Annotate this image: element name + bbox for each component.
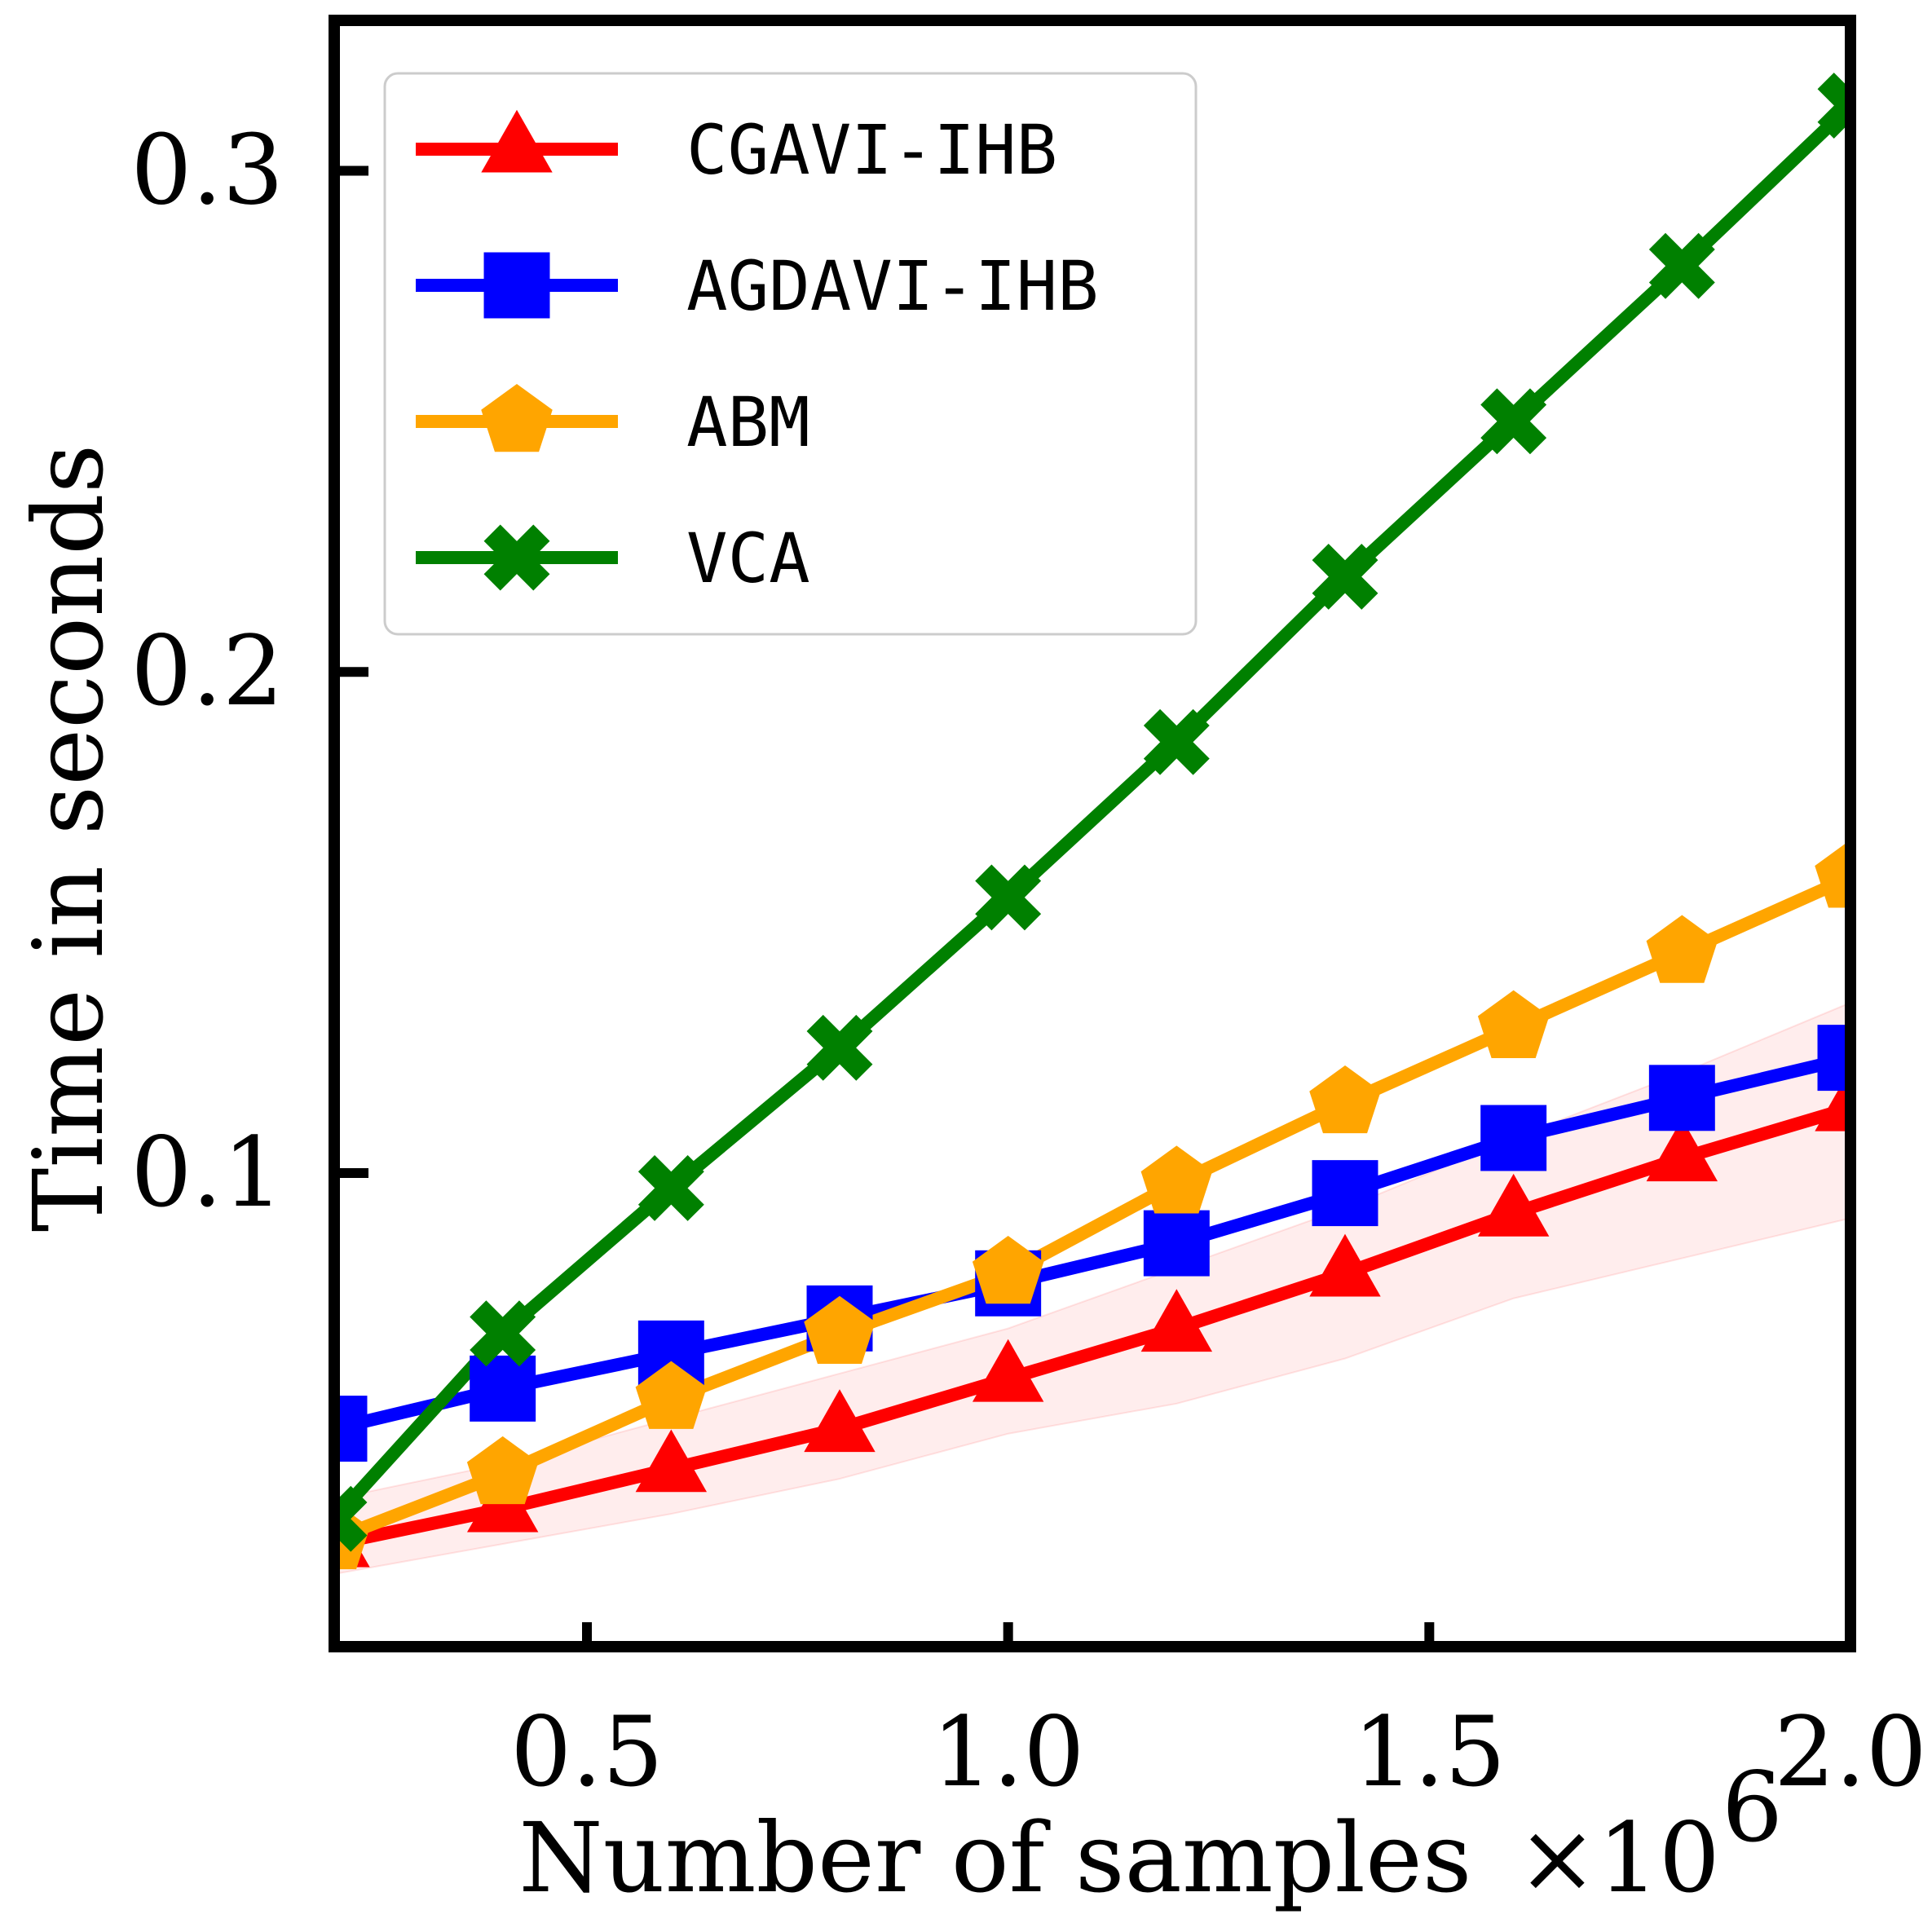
y-tick-label: 0.1 [130,1116,284,1228]
x-axis-ticks: 0.5 1.0 1.5 2.0 [510,1622,1927,1808]
x-axis-exponent: 6 [1722,1751,1783,1864]
legend: CGAVI-IHB AGDAVI-IHB ABM VCA [383,72,1198,636]
line-vca [334,99,1850,1526]
point-cgavi-ihb [1309,1233,1381,1297]
x-tick-label: 1.5 [1352,1696,1506,1808]
legend-marker [481,384,553,452]
point-abm [466,1436,539,1505]
band-cgavi-ihb [334,1001,1850,1575]
point-agdavi-ihb [1312,1160,1378,1227]
y-tick-label: 0.2 [130,615,284,727]
point-agdavi-ihb [1480,1105,1547,1171]
legend-item-agdavi-ihb: AGDAVI-IHB [416,246,1099,326]
point-abm [1646,915,1718,983]
point-vca [1312,543,1378,610]
point-vca [806,1014,873,1081]
point-vca [1480,388,1547,455]
legend-item-vca: VCA [416,518,810,598]
legend-item-cgavi-ihb: CGAVI-IHB [416,109,1057,190]
legend-box [383,72,1198,636]
point-abm [1309,1065,1381,1134]
legend-marker [481,109,553,173]
y-axis-title: Time in seconds [12,444,125,1233]
legend-marker [483,252,550,319]
point-abm [1477,990,1550,1058]
x-axis-multiplier: ×10 [1517,1802,1720,1914]
x-tick-label: 2.0 [1774,1696,1927,1808]
point-abm [1140,1145,1213,1214]
point-vca [1648,232,1715,299]
confidence-bands [334,1001,1850,1575]
point-agdavi-ihb [1143,1210,1210,1277]
markers-cgavi-ihb [334,1068,1850,1568]
x-axis-label: Number of samples [518,1802,1471,1914]
line-abm [334,871,1850,1546]
point-vca [470,1300,536,1367]
point-cgavi-ihb [972,1339,1044,1402]
y-axis-ticks: 0.1 0.2 0.3 [130,113,368,1228]
x-tick-label: 1.0 [932,1696,1085,1808]
plot-frame [329,15,1856,1652]
line-cgavi-ihb [334,1101,1850,1550]
point-cgavi-ihb [635,1429,708,1493]
point-cgavi-ihb [1815,1068,1850,1131]
point-abm [972,1235,1044,1304]
point-agdavi-ihb [1648,1065,1715,1131]
legend-label: VCA [686,518,810,598]
legend-marker [483,524,550,591]
y-tick-label: 0.3 [130,113,284,226]
point-cgavi-ihb [1646,1118,1718,1182]
legend-label: ABM [686,382,810,462]
point-vca [637,1155,704,1221]
markers-vca [334,73,1850,1552]
series-markers [334,73,1850,1570]
markers-abm [334,840,1850,1570]
point-cgavi-ihb [1477,1173,1550,1237]
point-abm [635,1361,708,1429]
point-cgavi-ihb [804,1389,876,1453]
point-abm [1815,840,1850,908]
legend-label: AGDAVI-IHB [686,246,1099,326]
point-vca [1817,73,1850,139]
point-agdavi-ihb [470,1355,536,1422]
x-axis-title: Number of samples ×10 [518,1802,1720,1914]
legend-label: CGAVI-IHB [686,110,1057,190]
legend-item-abm: ABM [416,382,810,462]
x-tick-label: 0.5 [510,1696,664,1808]
series-lines [334,99,1850,1550]
point-vca [334,1485,368,1552]
line-agdavi-ihb [334,1051,1850,1436]
point-vca [975,864,1042,931]
point-vca [1143,708,1210,775]
point-abm [804,1295,876,1364]
point-cgavi-ihb [1140,1289,1213,1352]
